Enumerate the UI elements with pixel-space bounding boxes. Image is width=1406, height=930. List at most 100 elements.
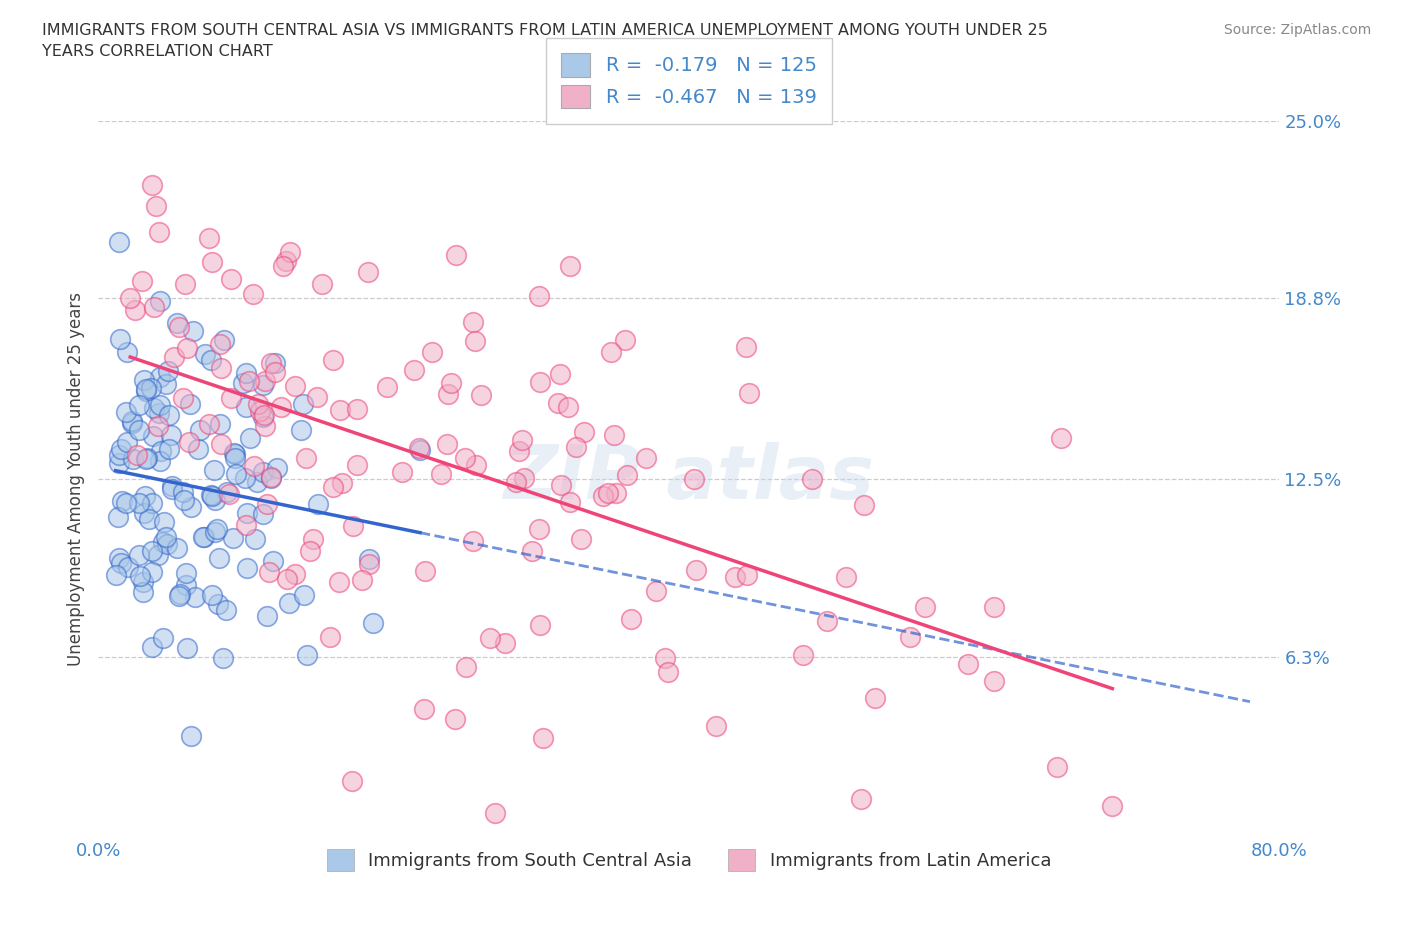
Point — [278, 245, 301, 259]
Point — [430, 467, 453, 482]
Point — [685, 563, 707, 578]
Point — [278, 595, 301, 610]
Point — [252, 409, 274, 424]
Point — [550, 478, 572, 493]
Point — [166, 315, 188, 330]
Point — [522, 543, 544, 558]
Point — [179, 435, 201, 450]
Point — [408, 440, 430, 455]
Point — [645, 583, 668, 598]
Point — [157, 364, 180, 379]
Point — [560, 259, 582, 274]
Point — [249, 404, 271, 418]
Point — [132, 506, 155, 521]
Point — [510, 432, 533, 447]
Point — [252, 378, 274, 392]
Point — [298, 544, 321, 559]
Point — [120, 291, 142, 306]
Point — [235, 366, 257, 381]
Point — [115, 434, 138, 449]
Point — [169, 587, 191, 602]
Point — [290, 422, 312, 437]
Point — [440, 376, 463, 391]
Point — [328, 575, 350, 590]
Point — [478, 631, 501, 645]
Point — [266, 460, 288, 475]
Point — [128, 496, 150, 511]
Point — [163, 350, 186, 365]
Point — [152, 535, 174, 550]
Point — [115, 405, 138, 419]
Point — [135, 452, 157, 467]
Point — [340, 774, 363, 789]
Point — [173, 485, 195, 499]
Text: IMMIGRANTS FROM SOUTH CENTRAL ASIA VS IMMIGRANTS FROM LATIN AMERICA UNEMPLOYMENT: IMMIGRANTS FROM SOUTH CENTRAL ASIA VS IM… — [42, 23, 1047, 60]
Point — [108, 234, 131, 249]
Point — [155, 529, 177, 544]
Point — [494, 635, 516, 650]
Point — [436, 436, 458, 451]
Point — [253, 373, 276, 388]
Point — [484, 805, 506, 820]
Point — [292, 588, 315, 603]
Point — [983, 599, 1005, 614]
Point — [194, 346, 217, 361]
Point — [115, 345, 138, 360]
Point — [108, 332, 131, 347]
Point — [141, 565, 163, 579]
Point — [342, 518, 364, 533]
Point — [176, 641, 198, 656]
Point — [121, 416, 143, 431]
Point — [138, 512, 160, 526]
Point — [291, 397, 314, 412]
Point — [252, 465, 274, 480]
Point — [322, 352, 344, 367]
Point — [914, 600, 936, 615]
Point — [443, 711, 465, 726]
Point — [219, 272, 242, 286]
Point — [132, 575, 155, 590]
Point — [569, 531, 592, 546]
Point — [110, 441, 132, 456]
Point — [148, 224, 170, 239]
Point — [253, 407, 276, 422]
Point — [596, 486, 619, 501]
Point — [136, 451, 159, 466]
Point — [108, 456, 131, 471]
Point — [207, 596, 229, 611]
Point — [247, 397, 270, 412]
Point — [212, 333, 235, 348]
Point — [446, 247, 468, 262]
Point — [184, 590, 207, 604]
Point — [599, 344, 621, 359]
Point — [404, 362, 426, 377]
Point — [232, 376, 254, 391]
Point — [108, 447, 131, 462]
Point — [155, 537, 177, 551]
Point — [114, 496, 136, 511]
Point — [146, 418, 169, 433]
Point — [201, 488, 224, 503]
Point — [835, 570, 858, 585]
Point — [463, 534, 485, 549]
Text: Source: ZipAtlas.com: Source: ZipAtlas.com — [1223, 23, 1371, 37]
Point — [176, 340, 198, 355]
Point — [198, 417, 221, 432]
Point — [260, 355, 283, 370]
Point — [172, 391, 194, 405]
Point — [319, 630, 342, 644]
Point — [505, 475, 527, 490]
Point — [513, 471, 536, 485]
Point — [236, 561, 259, 576]
Point — [187, 442, 209, 457]
Point — [157, 407, 180, 422]
Point — [209, 360, 232, 375]
Point — [801, 472, 824, 487]
Point — [160, 479, 183, 494]
Point — [188, 422, 211, 437]
Point — [214, 603, 236, 618]
Point — [174, 578, 197, 592]
Point — [391, 465, 413, 480]
Point — [155, 377, 177, 392]
Point — [135, 381, 157, 396]
